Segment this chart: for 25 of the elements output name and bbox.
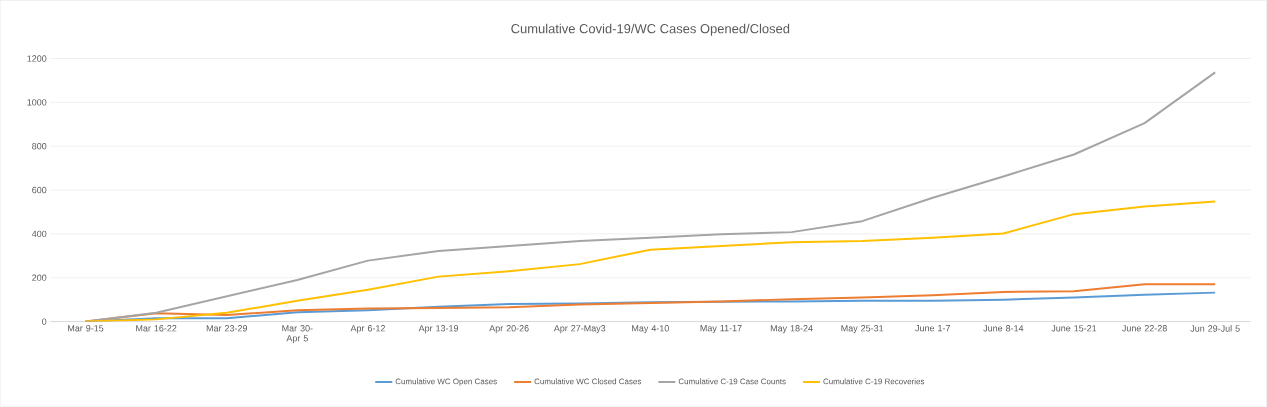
- x-tick-label: May 4-10: [632, 325, 669, 334]
- x-tick-label: Mar 30-Apr 5: [282, 325, 313, 344]
- x-tick-label: May 25-31: [841, 325, 884, 334]
- x-tick-label: May 11-17: [700, 325, 742, 334]
- y-tick-label: 200: [32, 274, 47, 282]
- x-tick-label: Mar 16-22: [136, 325, 177, 332]
- x-tick-label: Apr 6-12: [350, 325, 385, 334]
- x-tick-label: Mar 9-15: [68, 325, 104, 332]
- y-tick-label: 1200: [27, 55, 47, 62]
- x-tick-label: Apr 27-May3: [553, 325, 606, 334]
- y-tick-label: 800: [32, 143, 47, 150]
- x-tick-label: Mar 23-29: [206, 325, 247, 332]
- y-tick-label: 400: [31, 230, 47, 238]
- y-tick-label: 1000: [27, 99, 47, 106]
- x-tick-label: May 18-24: [770, 325, 813, 334]
- x-tick-label: June 22-28: [1122, 325, 1167, 332]
- y-tick-label: 0: [42, 318, 47, 325]
- x-tick-label: June 8-14: [983, 325, 1024, 332]
- y-tick-label: 600: [32, 186, 47, 194]
- x-tick-label: Jun 29-Jul 5: [1190, 325, 1240, 332]
- x-tick-label: Apr 13-19: [418, 325, 459, 334]
- x-tick-label: Apr 20-26: [489, 325, 529, 334]
- x-tick-label: June 15-21: [1051, 325, 1097, 332]
- x-tick-label: June 1-7: [915, 325, 951, 332]
- chart-title: Cumulative Covid-19/WC Cases Opened/Closed: [511, 23, 790, 36]
